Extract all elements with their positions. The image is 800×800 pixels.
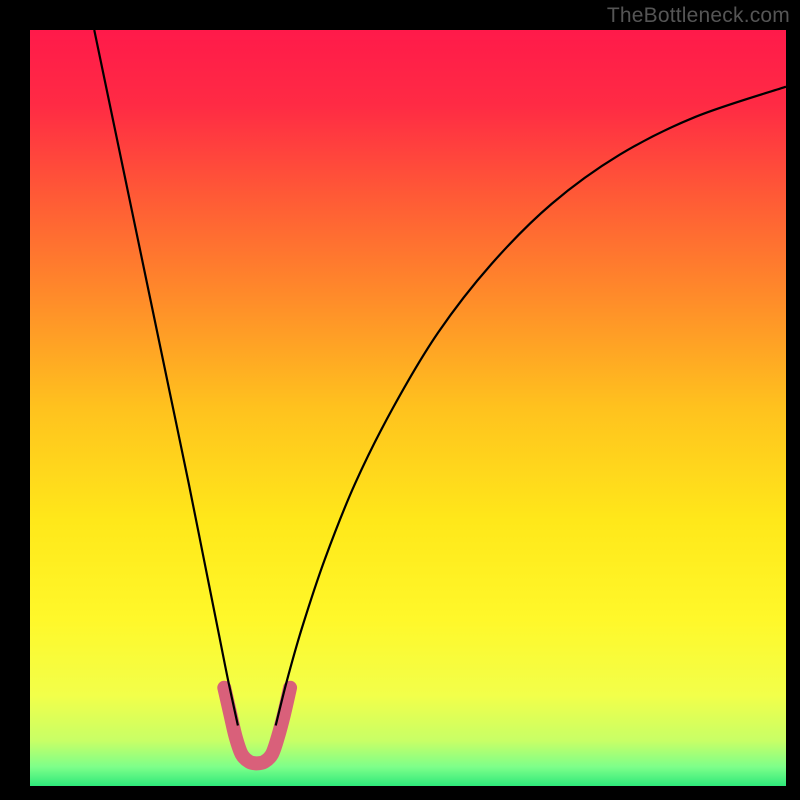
bottleneck-curve	[30, 30, 786, 786]
curve-left-branch	[94, 30, 238, 726]
curve-right-branch	[276, 87, 786, 726]
plot-area	[30, 30, 786, 786]
valley-marker	[224, 688, 290, 764]
chart-frame	[0, 0, 800, 800]
watermark-text: TheBottleneck.com	[607, 4, 790, 28]
